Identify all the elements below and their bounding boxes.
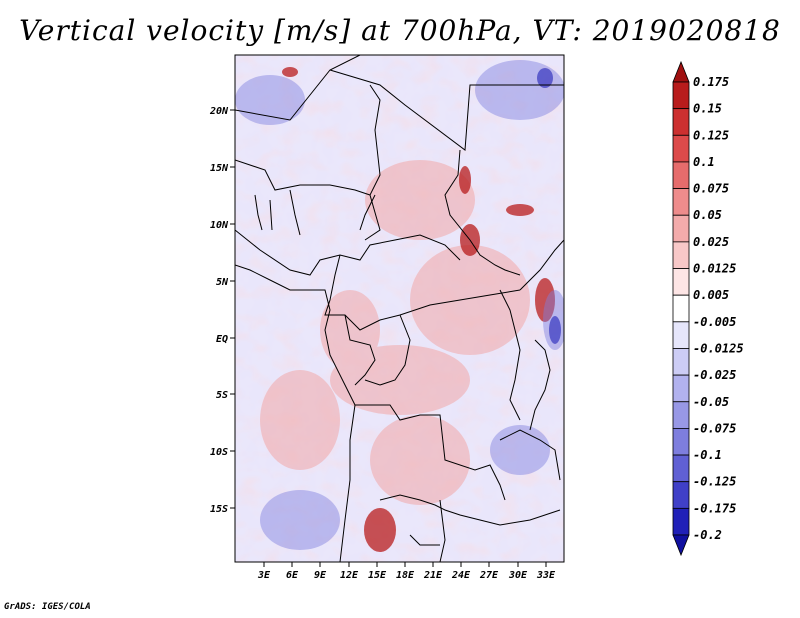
grads-credit: GrADS: IGES/COLA	[4, 602, 91, 612]
colorbar-bin	[672, 507, 690, 536]
colorbar-bin	[672, 134, 690, 163]
colorbar-label: -0.05	[693, 395, 729, 409]
map-frame	[234, 54, 565, 563]
colorbar-label: 0.025	[693, 235, 729, 249]
colorbar-bin	[672, 348, 690, 376]
colorbar-bin	[672, 214, 690, 243]
lon-label: 6E	[286, 570, 299, 581]
longitude-axis: 3E 6E 9E 12E 15E 18E 21E 24E 27E 30E 33E	[257, 562, 556, 581]
lat-label: 20N	[209, 106, 229, 117]
colorbar-label: 0.1	[693, 155, 715, 169]
colorbar-label: -0.075	[693, 421, 736, 435]
colorbar-bin	[672, 268, 690, 296]
lat-label: 5N	[216, 277, 229, 288]
lat-label: 10N	[210, 220, 229, 231]
colorbar-bin	[672, 241, 690, 269]
colorbar-bin	[672, 294, 690, 323]
colorbar-bin	[672, 60, 690, 83]
colorbar-label: 0.05	[693, 208, 722, 222]
colorbar-label: 0.005	[693, 288, 729, 302]
colorbar-label: -0.025	[693, 368, 736, 382]
colorbar-bin	[672, 81, 690, 110]
colorbar-bin	[672, 108, 690, 136]
lon-label: 3E	[257, 570, 271, 581]
colorbar-label: -0.1	[693, 448, 722, 462]
lat-label: 15S	[210, 504, 228, 515]
lon-label: 21E	[423, 570, 443, 581]
colorbar-label: 0.15	[693, 102, 722, 116]
lon-label: 12E	[340, 570, 359, 581]
colorbar-bin	[672, 481, 690, 509]
colorbar: 0.175 0.15 0.125 0.1 0.075 0.05 0.025 0.0125 0.0…	[672, 60, 744, 557]
colorbar-bin	[672, 428, 690, 456]
colorbar-bin	[672, 188, 690, 216]
colorbar-label: -0.0125	[693, 341, 744, 355]
lat-label: 15N	[210, 163, 229, 174]
lon-label: 33E	[536, 570, 556, 581]
lon-label: 15E	[368, 570, 387, 581]
colorbar-label: -0.2	[693, 528, 722, 542]
vertical-velocity-field	[235, 55, 564, 562]
colorbar-bin	[672, 161, 690, 189]
colorbar-label: -0.005	[693, 315, 736, 329]
lat-label: EQ	[216, 334, 228, 345]
lat-label: 5S	[216, 390, 228, 401]
colorbar-bin	[672, 534, 690, 557]
country-borders	[235, 55, 564, 562]
lon-label: 27E	[479, 570, 499, 581]
colorbar-bin	[672, 374, 690, 403]
map-title: Vertical velocity [m/s] at 700hPa, VT: 2…	[19, 14, 781, 47]
lon-label: 9E	[314, 570, 327, 581]
colorbar-label: 0.175	[693, 75, 729, 89]
latitude-axis: 20N 15N 10N 5N EQ 5S 10S 15S	[209, 106, 235, 515]
lon-label: 30E	[508, 570, 528, 581]
colorbar-label: 0.0125	[693, 262, 736, 276]
colorbar-label: -0.125	[693, 475, 736, 489]
lon-label: 18E	[396, 570, 415, 581]
colorbar-bin	[672, 454, 690, 483]
lat-label: 10S	[210, 447, 228, 458]
lon-label: 24E	[451, 570, 471, 581]
colorbar-bin	[672, 321, 690, 349]
colorbar-label: 0.075	[693, 182, 729, 196]
colorbar-label: -0.175	[693, 501, 736, 515]
colorbar-label: 0.125	[693, 128, 729, 142]
colorbar-bin	[672, 401, 690, 429]
